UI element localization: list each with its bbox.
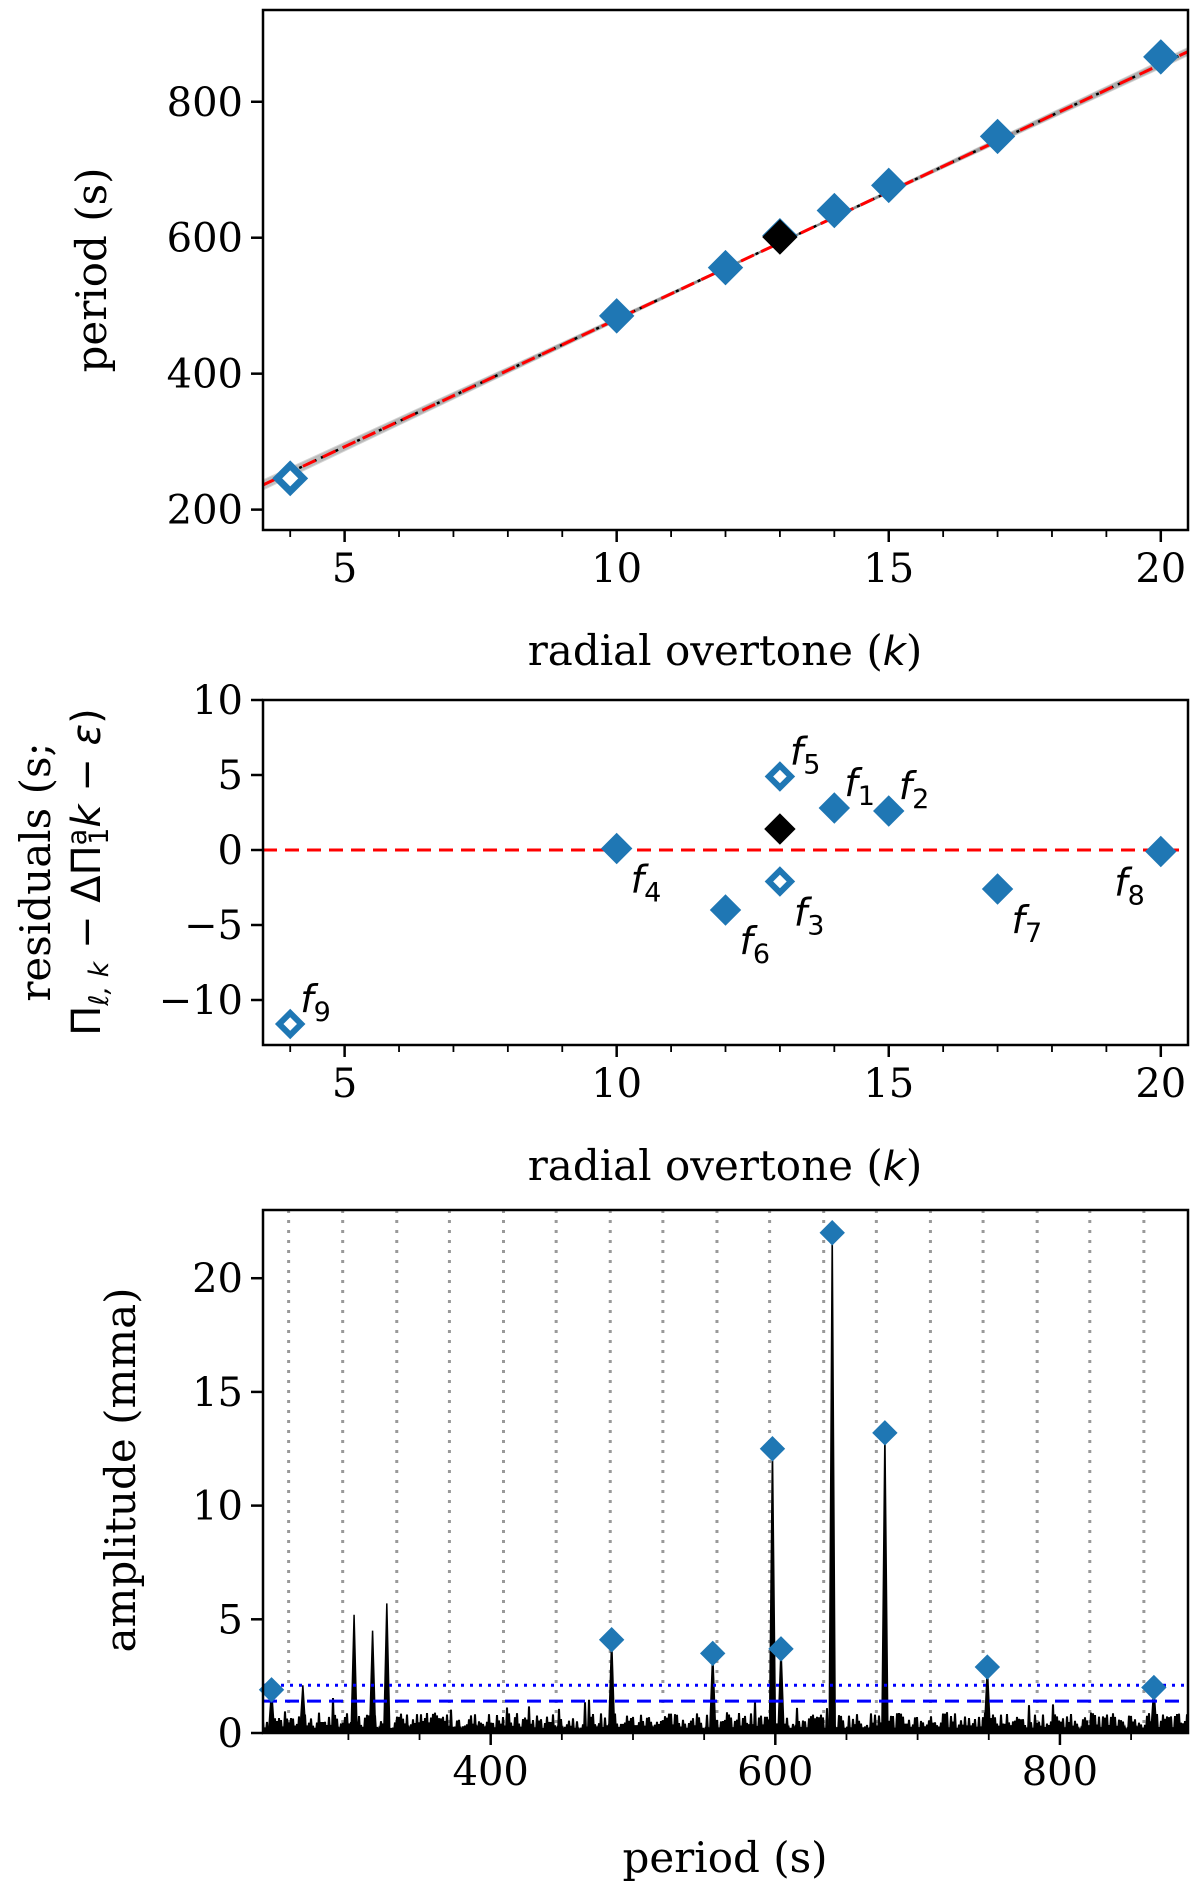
y-tick-label: 20 — [192, 1256, 243, 1302]
y-tick-label: 15 — [192, 1370, 243, 1416]
residual-point-open — [764, 761, 796, 792]
peak — [607, 1639, 616, 1733]
peak — [350, 1614, 358, 1733]
mid-axis-ticks: 5 10 15 20 −10 −5 0 5 10 — [159, 678, 1187, 1107]
mode-label: f4 — [631, 858, 662, 909]
x-tick-label: 5 — [332, 1061, 357, 1107]
top-axis-ticks: 5 10 15 20 200 400 600 800 — [167, 80, 1187, 592]
top-ylabel: period (s) — [67, 167, 116, 372]
x-tick-label: 15 — [863, 546, 914, 592]
y-tick-label: 800 — [167, 80, 243, 126]
x-tick-label: 800 — [1022, 1749, 1098, 1795]
x-tick-label: 600 — [737, 1749, 813, 1795]
x-tick-label: 20 — [1135, 1061, 1186, 1107]
residual-point — [764, 813, 796, 845]
mode-label: f3 — [794, 891, 825, 942]
noise-floor — [263, 1698, 1188, 1733]
mode-marker — [598, 1627, 625, 1653]
peak — [383, 1603, 391, 1733]
x-tick-label: 20 — [1135, 546, 1186, 592]
peak — [267, 1689, 276, 1733]
residual-point — [600, 832, 633, 865]
y-tick-label: 400 — [167, 352, 243, 398]
period-points — [272, 39, 1179, 497]
mid-xlabel: radial overtone (k) — [528, 1141, 923, 1190]
residual-point — [873, 795, 905, 827]
peak — [983, 1667, 992, 1733]
x-tick-label: 15 — [863, 1061, 914, 1107]
residual-point — [709, 894, 742, 926]
period-point — [762, 219, 798, 255]
noise-trace — [263, 1698, 1188, 1733]
period-point-open — [272, 460, 309, 497]
period-point — [816, 192, 853, 229]
y-tick-label: −10 — [159, 978, 243, 1024]
peak — [299, 1685, 307, 1733]
peak — [828, 1232, 836, 1733]
residual-point — [818, 792, 851, 824]
x-tick-label: 400 — [453, 1749, 529, 1795]
periodogram-peaks — [267, 1232, 1158, 1733]
peak — [1150, 1687, 1158, 1733]
bot-plot-frame — [261, 1208, 1190, 1735]
y-tick-label: 5 — [218, 1597, 243, 1643]
bot-axis-ticks: 400 600 800 0 5 10 15 20 — [192, 1256, 1132, 1795]
mode-marker — [768, 1636, 794, 1662]
median-fit-line — [263, 50, 1188, 487]
period-point — [1143, 39, 1179, 75]
mode-marker — [1141, 1674, 1167, 1701]
bot-xlabel: period (s) — [622, 1833, 827, 1882]
mode-markers — [258, 1220, 1167, 1703]
peak — [777, 1648, 785, 1733]
peak — [708, 1653, 717, 1733]
mid-ylabel-line2: Πℓ, k − ΔΠa1k − ε) — [62, 708, 115, 1036]
peak — [768, 1448, 777, 1733]
y-tick-label: 10 — [192, 678, 243, 724]
residuals-plot: f9 f4 f6 f5 f3 f1 f2 f7 f8 5 10 15 20 −10 −5 0 5 10 radi… — [11, 678, 1190, 1190]
mode-marker — [974, 1654, 1001, 1680]
mode-marker — [699, 1640, 726, 1667]
y-tick-label: 600 — [167, 216, 243, 262]
mode-marker — [819, 1220, 845, 1246]
residual-point — [981, 873, 1014, 905]
y-tick-label: 5 — [218, 753, 243, 799]
mode-marker — [759, 1436, 786, 1462]
period-point — [979, 118, 1016, 155]
y-tick-label: 200 — [167, 488, 243, 534]
period-grid-lines — [287, 1210, 1146, 1733]
significance-thresholds — [263, 1683, 1188, 1703]
mid-plot-frame — [261, 698, 1190, 1047]
residual-point-open — [274, 1008, 306, 1040]
mode-label: f1 — [844, 761, 875, 812]
residual-points — [274, 761, 1177, 1040]
y-tick-label: 0 — [218, 1711, 243, 1757]
x-tick-label: 10 — [591, 546, 642, 592]
period-point — [871, 167, 907, 204]
residual-point-open — [764, 866, 796, 897]
peak — [881, 1432, 889, 1733]
bot-ylabel: amplitude (mma) — [96, 1287, 145, 1652]
mode-label: f2 — [899, 764, 930, 815]
mid-ylabel-line1: residuals (s; — [11, 742, 60, 1001]
mode-label: f9 — [300, 977, 331, 1028]
y-tick-label: 10 — [192, 1484, 243, 1530]
period-point — [707, 249, 744, 286]
mode-label: f7 — [1012, 898, 1043, 949]
mode-labels: f9 f4 f6 f5 f3 f1 f2 f7 f8 — [300, 730, 1145, 1029]
x-tick-label: 10 — [591, 1061, 642, 1107]
y-tick-label: 0 — [218, 828, 243, 874]
mode-label: f5 — [790, 730, 821, 781]
period-point — [598, 298, 635, 334]
peak — [368, 1630, 377, 1733]
x-tick-label: 5 — [332, 546, 357, 592]
mode-marker — [872, 1420, 898, 1446]
top-xlabel: radial overtone (k) — [528, 626, 923, 675]
residual-point — [1145, 835, 1177, 868]
mode-label: f6 — [740, 919, 771, 970]
y-tick-label: −5 — [184, 903, 243, 949]
mode-label: f8 — [1114, 861, 1145, 912]
periodogram-plot: 400 600 800 0 5 10 15 20 period (s) amplitude (… — [96, 1208, 1190, 1882]
